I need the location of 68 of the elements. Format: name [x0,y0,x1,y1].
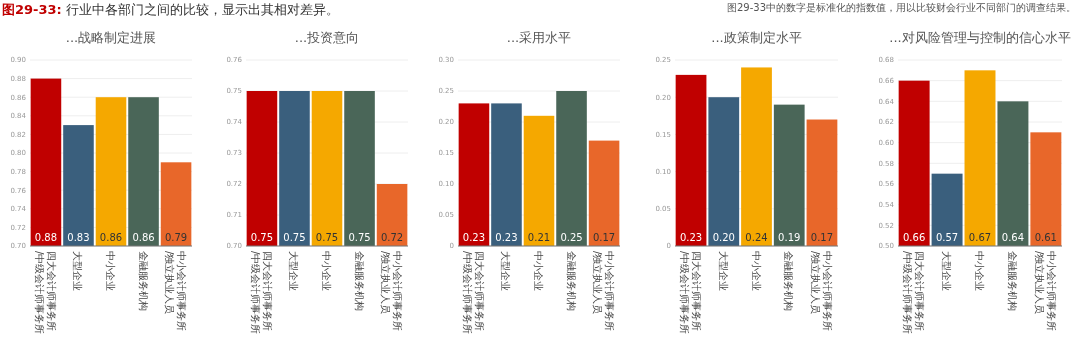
data-label: 0.83 [67,232,90,243]
x-tick-label: 大型企业 [500,251,512,291]
data-label: 0.67 [968,232,992,243]
x-tick-label: 四大会计师事务所/中级会计师事务所 [34,251,58,335]
bar [556,91,587,246]
x-tick-label: 四大会计师事务所/中级会计师事务所 [250,251,274,335]
x-tick-label: 中小企业 [533,251,545,291]
data-label: 0.88 [34,232,58,243]
data-label: 0.25 [560,232,583,243]
x-tick-label: 中小企业 [321,251,333,291]
bar [708,97,740,246]
x-tick-label: 中小会计师事务所/独立执业人员 [164,251,188,331]
chart-title: ...战略制定进展 [65,30,157,45]
x-tick-label: 四大会计师事务所/中级会计师事务所 [902,251,926,335]
data-label: 0.66 [903,232,926,243]
bar [491,103,522,246]
data-label: 0.24 [745,232,768,243]
x-tick-label: 四大会计师事务所/中级会计师事务所 [462,251,486,335]
x-tick-label: 四大会计师事务所/中级会计师事务所 [679,251,703,335]
x-tick-label: 中小会计师事务所/独立执业人员 [1034,251,1058,331]
data-label: 0.23 [495,232,518,243]
x-tick-label: 大型企业 [288,251,300,291]
text: 行业中各部门之间的比较，显示出其相对差异。 [65,2,339,17]
x-tick-label: 中小会计师事务所/独立执业人员 [810,251,834,331]
data-label: 0.17 [810,232,834,243]
data-label: 0.75 [315,232,339,243]
data-label: 0.86 [132,232,155,243]
x-tick-label: 金融服务机构 [783,251,795,311]
x-tick-label: 中小企业 [105,251,117,291]
bar [458,103,490,246]
bar [741,67,772,246]
bar [675,74,707,246]
chart-title: ...对风险管理与控制的信心水平 [889,30,1071,45]
x-tick-label: 大型企业 [72,251,84,291]
x-tick-label: 中小企业 [974,251,986,291]
data-label: 0.72 [380,232,404,243]
data-label: 0.17 [592,232,616,243]
data-label: 0.86 [99,232,123,243]
caption: 图29-33中的数字是标准化的指数值，用以比较财会行业不同部门的调查结果。 [726,2,1076,13]
x-tick-label: 中小会计师事务所/独立执业人员 [592,251,616,331]
data-label: 0.57 [935,232,959,243]
bar [806,119,838,246]
data-label: 0.23 [462,232,486,243]
data-label: 0.21 [527,232,551,243]
data-label: 0.64 [1001,232,1025,243]
bar [523,115,555,246]
chart-title: ...采用水平 [506,30,572,45]
chart-title: ...投资意向 [294,30,360,45]
x-tick-label: 中小企业 [751,251,762,291]
bar [588,140,620,246]
data-label: 0.19 [778,232,801,243]
x-tick-label: 中小会计师事务所/独立执业人员 [380,251,404,331]
data-label: 0.61 [1034,232,1057,243]
bar [773,104,805,246]
x-tick-label: 金融服务机构 [1007,251,1019,311]
data-label: 0.79 [164,232,188,243]
data-label: 0.75 [250,232,274,243]
x-tick-label: 金融服务机构 [566,251,578,311]
x-tick-label: 金融服务机构 [138,251,150,311]
caption: 图29-33: [2,2,62,17]
data-label: 0.75 [283,232,306,243]
x-tick-label: 大型企业 [718,251,730,291]
data-label: 0.23 [679,232,703,243]
x-tick-label: 大型企业 [941,251,953,291]
data-label: 0.20 [712,232,735,243]
chart-title: ...政策制定水平 [711,30,802,45]
data-label: 0.75 [348,232,371,243]
x-tick-label: 金融服务机构 [354,251,366,311]
